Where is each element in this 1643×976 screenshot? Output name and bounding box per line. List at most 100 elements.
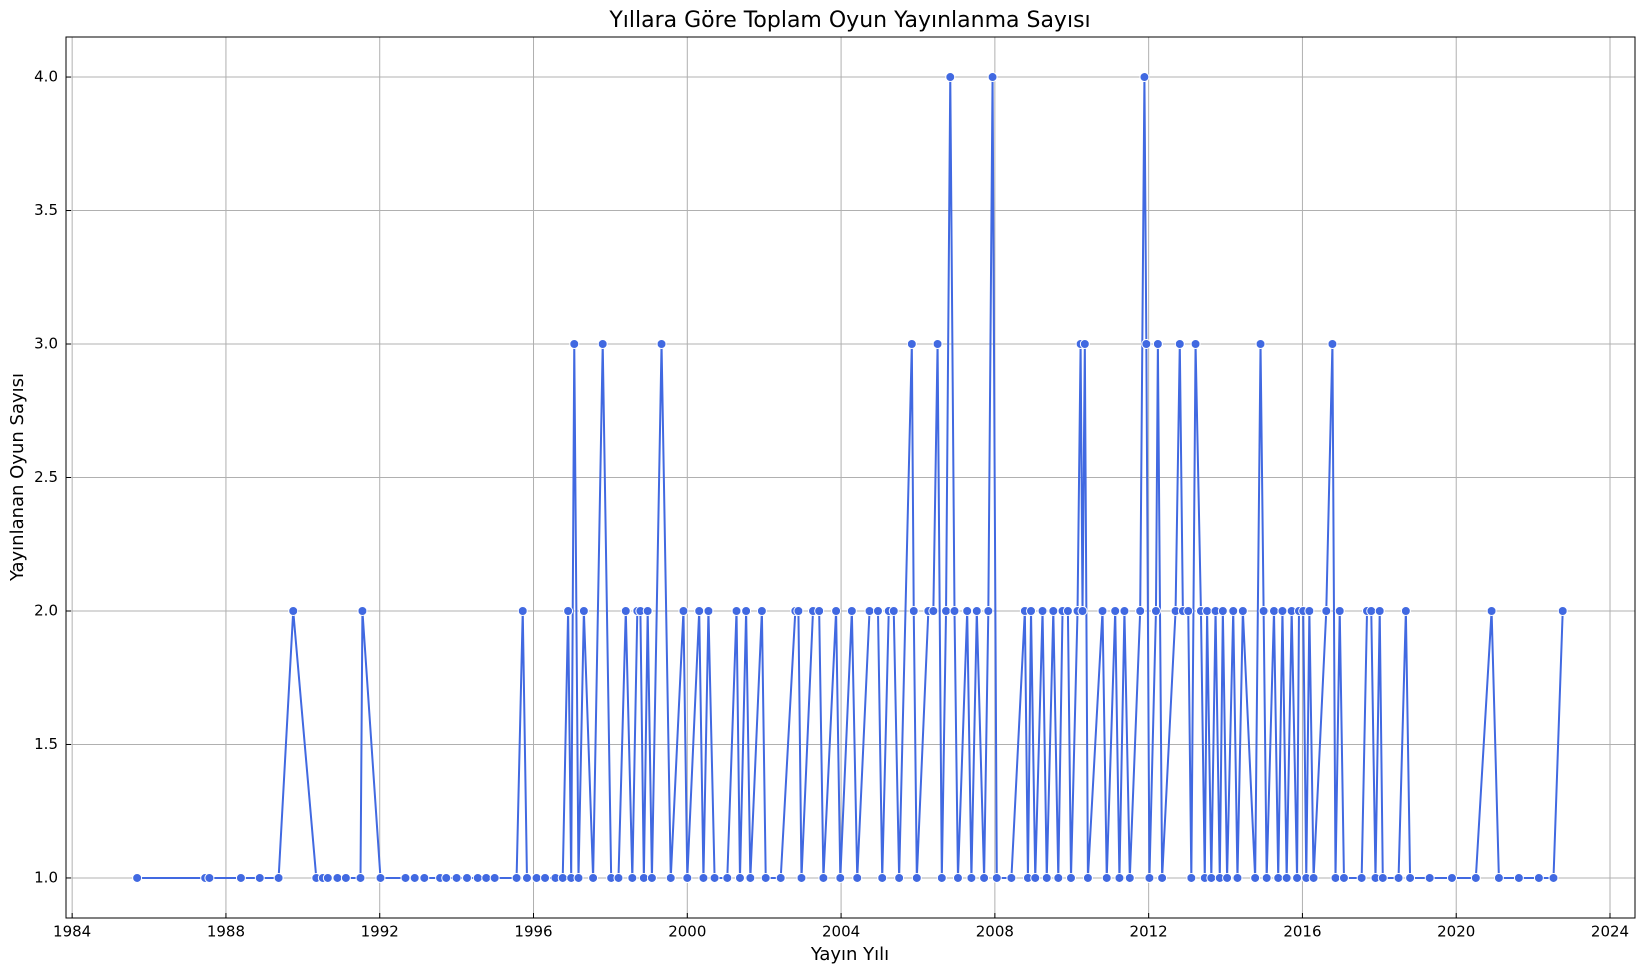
data-point [481,872,492,883]
data-point [1082,872,1093,883]
y-tick-label: 2.5 [34,468,58,486]
data-point [1393,872,1404,883]
data-point [911,872,922,883]
data-point [936,872,947,883]
data-point [573,872,584,883]
data-point [949,605,960,616]
y-tick-label: 3.5 [34,201,58,219]
data-point [831,605,842,616]
data-point [979,872,990,883]
data-point [627,872,638,883]
data-point [1152,339,1163,350]
data-point [563,605,574,616]
data-point [932,339,943,350]
data-point [1139,72,1150,83]
data-point [322,872,333,883]
data-point [254,872,265,883]
data-point [409,872,420,883]
data-point [1366,605,1377,616]
data-point [1273,872,1284,883]
data-point [400,872,411,883]
x-tick-label: 2004 [822,923,860,941]
data-point [355,872,366,883]
plot-frame [65,36,1636,919]
data-point [1308,872,1319,883]
data-point [1030,872,1041,883]
data-point [1330,872,1341,883]
data-point [962,605,973,616]
data-point [1405,872,1416,883]
data-point [1334,605,1345,616]
data-point [1258,605,1269,616]
data-point [1356,872,1367,883]
data-point [872,605,883,616]
data-point [1374,605,1385,616]
data-point [419,872,430,883]
x-tick-label: 2024 [1591,923,1629,941]
data-point [1183,605,1194,616]
data-point [731,605,742,616]
data-point [340,872,351,883]
data-point [694,605,705,616]
data-point [703,605,714,616]
data-point [945,72,956,83]
x-tick-label: 1984 [53,923,91,941]
data-point [1237,605,1248,616]
data-point [864,605,875,616]
x-tick-label: 2012 [1130,923,1168,941]
data-point [698,872,709,883]
data-point [1190,339,1201,350]
y-tick-label: 2.0 [34,601,58,619]
data-point [646,872,657,883]
data-point [1513,872,1524,883]
data-point [472,872,483,883]
x-tick-label: 2020 [1437,923,1475,941]
data-point [1157,872,1168,883]
data-point [1097,605,1108,616]
data-point [1292,872,1303,883]
data-point [971,605,982,616]
data-point [1548,872,1559,883]
data-point [1470,872,1481,883]
data-point [597,339,608,350]
y-axis-label: Yayınlanan Oyun Sayısı [7,373,28,582]
data-point [1321,605,1332,616]
data-point [1037,605,1048,616]
data-point [1377,872,1388,883]
data-point [1110,605,1121,616]
data-point [1557,605,1568,616]
y-tick-label: 4.0 [34,68,58,86]
data-point [793,605,804,616]
data-point [620,605,631,616]
data-point [1174,339,1185,350]
data-point [952,872,963,883]
data-point [835,872,846,883]
data-point [709,872,720,883]
data-point [1206,872,1217,883]
data-point [991,872,1002,883]
y-tick-label: 1.5 [34,735,58,753]
data-point [941,605,952,616]
x-tick-label: 2008 [976,923,1014,941]
chart-title: Yıllara Göre Toplam Oyun Yayınlanma Sayı… [608,8,1090,33]
data-point [1144,872,1155,883]
data-point [1304,605,1315,616]
data-point [1150,605,1161,616]
data-point [613,872,624,883]
data-point [204,872,215,883]
data-point [745,872,756,883]
data-point [441,872,452,883]
data-point [1232,872,1243,883]
data-point [1048,605,1059,616]
data-point [1053,872,1064,883]
data-point [1006,872,1017,883]
data-point [1493,872,1504,883]
data-point [1327,339,1338,350]
data-point [235,872,246,883]
data-point [987,72,998,83]
data-point [1228,605,1239,616]
x-tick-label: 1992 [361,923,399,941]
data-point [852,872,863,883]
data-point [722,872,733,883]
data-point [894,872,905,883]
